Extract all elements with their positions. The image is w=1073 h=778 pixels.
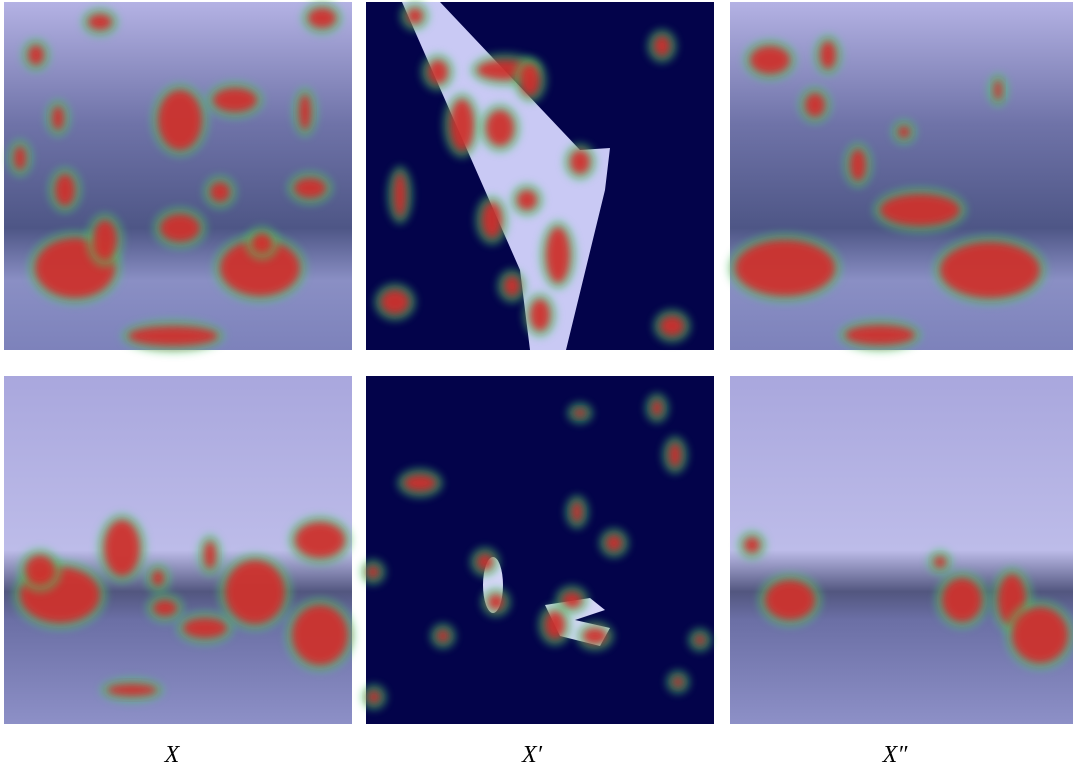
heat-core <box>574 409 586 417</box>
heat-core <box>898 126 910 138</box>
heat-core <box>942 578 982 622</box>
heat-core <box>530 299 550 331</box>
heat-core <box>880 194 960 226</box>
heat-core <box>488 594 504 610</box>
heat-core <box>153 600 177 616</box>
heat-core <box>252 233 272 253</box>
caption: X′ <box>521 742 543 768</box>
heat-core <box>28 45 44 65</box>
heat-core <box>606 535 622 551</box>
heat-core <box>1012 607 1068 663</box>
heat-core <box>183 618 227 638</box>
heat-core <box>735 240 835 296</box>
heat-core <box>850 149 866 181</box>
heat-core <box>477 554 493 570</box>
image-panel <box>730 376 1073 724</box>
heat-core <box>940 242 1040 298</box>
heat-core <box>204 541 216 569</box>
heat-core <box>428 60 448 84</box>
page: X X′ X″ (() => { const data = JSON.parse… <box>0 0 1073 773</box>
heat-core <box>562 592 582 608</box>
heat-core <box>367 566 379 578</box>
heat-core <box>160 214 200 242</box>
heat-core <box>750 46 790 74</box>
heat-core <box>517 190 537 210</box>
caption: X″ <box>882 742 909 768</box>
heat-core <box>545 611 565 639</box>
heat-core <box>673 677 683 687</box>
heat-core <box>404 475 436 491</box>
heat-core <box>437 630 449 642</box>
heat-core <box>295 522 345 558</box>
heat-core <box>210 182 230 202</box>
heat-core <box>294 178 326 198</box>
heat-core <box>570 150 590 174</box>
heat-core <box>14 146 26 170</box>
heat-core <box>152 570 164 586</box>
caption: X <box>164 742 181 768</box>
heat-core <box>572 502 582 522</box>
heat-core <box>504 276 520 296</box>
heat-core <box>520 64 540 96</box>
heat-core <box>695 635 705 645</box>
heat-core <box>292 605 348 665</box>
heat-core <box>158 90 202 150</box>
figure: X X′ X″ <box>0 0 1073 773</box>
heat-core <box>381 290 409 314</box>
heat-core <box>55 174 75 206</box>
heat-core <box>669 443 681 467</box>
heat-core <box>368 691 380 703</box>
heat-core <box>299 94 311 130</box>
heat-core <box>450 99 474 151</box>
heat-core <box>394 173 406 217</box>
heat-core <box>744 537 760 553</box>
heat-core <box>546 227 570 283</box>
heat-core <box>225 560 285 624</box>
heat-core <box>994 80 1002 100</box>
heat-core <box>52 106 64 130</box>
heat-core <box>407 8 423 24</box>
heat-core <box>308 8 336 28</box>
mask-panel <box>366 376 714 724</box>
heat-core <box>765 580 815 620</box>
heat-core <box>805 93 825 117</box>
heat-core <box>654 36 670 56</box>
heat-core <box>213 88 257 112</box>
heat-core <box>660 316 684 336</box>
heat-core <box>107 684 157 696</box>
heat-core <box>583 628 607 644</box>
heat-core <box>820 41 836 69</box>
heat-core <box>128 326 218 346</box>
heat-core <box>482 202 502 238</box>
heat-core <box>88 14 112 30</box>
heat-core <box>845 325 915 345</box>
heat-core <box>104 520 140 576</box>
heat-core <box>934 556 946 568</box>
heat-core <box>93 220 117 260</box>
heat-core <box>486 110 514 146</box>
heat-core <box>652 400 662 416</box>
heat-core <box>25 555 55 585</box>
